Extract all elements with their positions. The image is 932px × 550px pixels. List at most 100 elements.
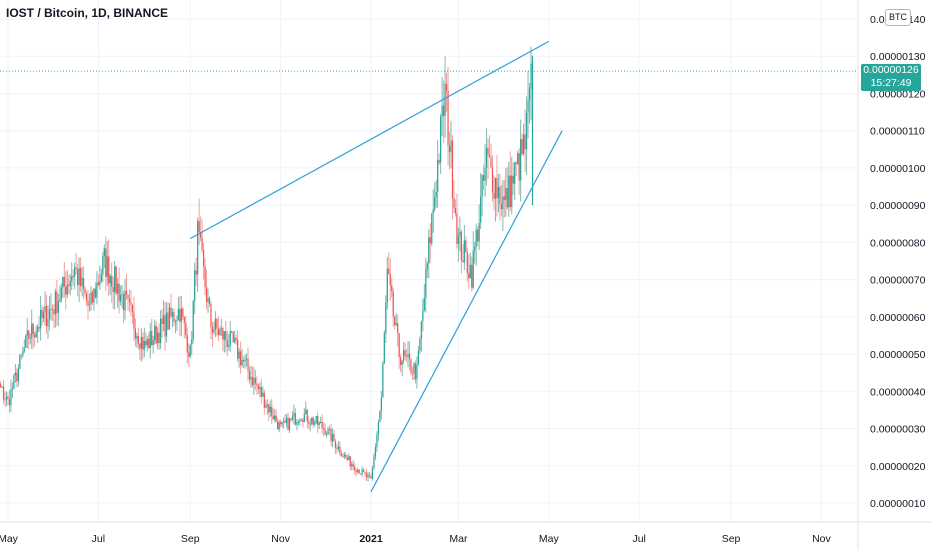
candle-body xyxy=(311,417,313,424)
candle-body xyxy=(456,213,458,244)
candle-body xyxy=(115,266,117,294)
candle-body xyxy=(22,351,24,356)
x-tick-label: May xyxy=(0,533,19,545)
candle-body xyxy=(13,375,15,389)
candle-body xyxy=(354,466,356,471)
candle-body xyxy=(434,196,436,210)
candle-body xyxy=(386,268,388,303)
candle-body xyxy=(164,315,166,337)
chart-title: IOST / Bitcoin, 1D, BINANCE xyxy=(6,6,169,20)
candle-body xyxy=(170,307,172,317)
candle-body xyxy=(134,328,137,339)
candle-body xyxy=(272,415,274,420)
candle-body xyxy=(204,266,206,288)
candle-body xyxy=(285,417,288,423)
last-price-countdown: 15:27:49 xyxy=(870,77,912,89)
candle-body xyxy=(8,399,11,406)
candle-body xyxy=(137,335,139,344)
candle-body xyxy=(222,328,224,340)
candle-body xyxy=(39,309,42,329)
candle-body xyxy=(194,270,196,302)
candle-body xyxy=(469,264,471,279)
candle-body xyxy=(429,237,431,244)
candle-body xyxy=(50,308,52,310)
candle-body xyxy=(85,293,88,301)
candle-body xyxy=(200,232,202,238)
candle-body xyxy=(62,276,64,288)
candle-body xyxy=(237,339,239,359)
candle-body xyxy=(14,372,17,376)
candle-body xyxy=(362,469,365,472)
candle-body xyxy=(284,420,286,423)
candle-body xyxy=(154,325,156,341)
candle-body xyxy=(453,197,455,209)
candle-body xyxy=(339,446,341,454)
resistance-trendline[interactable] xyxy=(189,40,550,240)
candle-body xyxy=(2,386,5,400)
y-tick-label: 0.00000040 xyxy=(870,386,926,398)
candle-body xyxy=(373,456,375,468)
candle-body xyxy=(475,229,477,247)
candle-body xyxy=(337,446,340,449)
candle-body xyxy=(31,323,33,338)
candle-body xyxy=(416,364,418,380)
candle-body xyxy=(60,287,62,300)
candle-body xyxy=(225,331,227,341)
candle-body xyxy=(257,385,259,389)
candle-body xyxy=(82,277,85,290)
candle-body xyxy=(398,333,400,358)
candle-body xyxy=(84,289,86,294)
candle-body xyxy=(451,140,454,198)
candle-body xyxy=(120,295,122,302)
candle-body xyxy=(121,294,123,296)
candle-body xyxy=(400,357,402,365)
y-tick-label: 0.00000060 xyxy=(870,312,926,324)
candle-body xyxy=(517,153,519,165)
candle-body xyxy=(530,63,532,89)
candle-body xyxy=(494,177,497,199)
candle-body xyxy=(441,105,443,117)
candle-body xyxy=(296,422,298,425)
candle-body xyxy=(428,237,430,264)
candle-body xyxy=(250,376,252,380)
candle-body xyxy=(205,287,208,302)
candle-body xyxy=(242,359,245,362)
support-trendline[interactable] xyxy=(370,130,563,493)
candle-body xyxy=(334,441,337,448)
candle-body xyxy=(186,334,188,353)
currency-badge[interactable]: BTC xyxy=(885,9,911,26)
candle-body xyxy=(327,428,329,435)
candle-body xyxy=(109,275,111,284)
grid xyxy=(0,0,858,522)
candle-body xyxy=(253,378,255,386)
candle-body xyxy=(78,268,80,286)
x-tick-label: Jul xyxy=(632,533,645,545)
candle-body xyxy=(122,294,125,311)
candle-body xyxy=(198,220,200,233)
candle-body xyxy=(336,447,338,449)
candle-body xyxy=(463,240,465,263)
candle-body xyxy=(191,339,193,345)
candle-body xyxy=(432,209,434,214)
candle-body xyxy=(401,360,403,365)
candle-body xyxy=(377,422,380,436)
candle-body xyxy=(174,321,177,323)
candle-body xyxy=(208,297,211,305)
candle-body xyxy=(368,475,371,477)
candle-body xyxy=(81,277,83,287)
candle-body xyxy=(211,326,214,333)
candle-body xyxy=(155,325,157,344)
candle-body xyxy=(361,469,363,474)
candle-body xyxy=(293,413,295,417)
candle-body xyxy=(374,447,377,457)
candle-body xyxy=(425,269,427,298)
candle-body xyxy=(38,326,40,329)
candle-body xyxy=(388,268,390,274)
candle-body xyxy=(160,318,162,344)
candle-body xyxy=(460,231,462,261)
candle-body xyxy=(180,308,182,322)
candle-body xyxy=(290,418,292,420)
last-price-value: 0.00000126 xyxy=(863,64,919,76)
candle-body xyxy=(124,290,126,311)
